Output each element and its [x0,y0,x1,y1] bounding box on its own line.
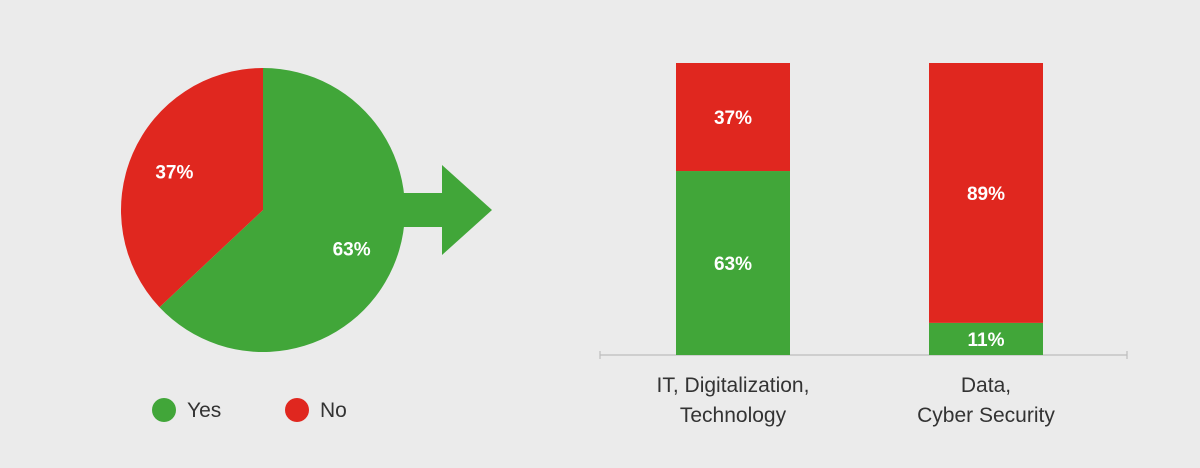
pie-slice-no [121,68,264,308]
x-tick-label-2-line-2: Cyber Security [917,404,1055,427]
bar-segment-yes-2 [929,322,1043,355]
x-tick-label-1-line-1: IT, Digitalization, [657,374,810,397]
legend-swatch-yes [152,398,176,422]
bar-label-no-1: 37% [714,108,752,129]
legend: Yes No [152,398,347,422]
legend-swatch-no [285,398,309,422]
stacked-bar-chart: 63% 37% IT, Digitalization, Technology 11% 89… [599,63,1128,427]
pie-label-yes: 63% [333,239,371,260]
bar-label-no-2: 89% [967,184,1005,205]
legend-label-no: No [320,399,347,422]
bar-segment-yes-1 [676,171,790,355]
bar-segment-no-2 [929,63,1043,323]
pie-slice-yes [159,68,405,352]
pie-chart: 63% 37% [121,68,405,352]
pie-label-no: 37% [155,163,193,184]
legend-label-yes: Yes [187,399,221,422]
bar-label-yes-2: 11% [968,330,1005,351]
right-arrow-icon [398,165,492,255]
x-tick-label-1-line-2: Technology [680,404,787,427]
bar-label-yes-1: 63% [714,254,752,275]
x-tick-label-2-line-1: Data, [961,374,1011,397]
bar-segment-no-1 [676,63,790,172]
